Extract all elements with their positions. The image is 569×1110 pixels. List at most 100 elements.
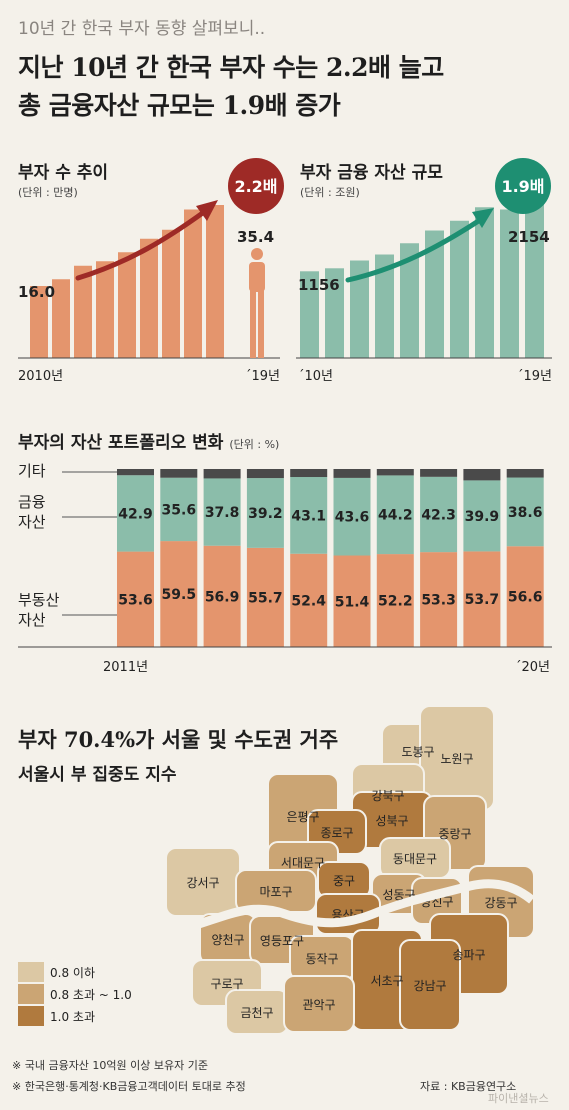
map-district-label: 성북구 <box>375 814 408 828</box>
map-district-label: 중구 <box>333 874 355 888</box>
chart3-bar-other <box>376 469 414 476</box>
chart3-bar-realestate <box>246 547 284 647</box>
watermark: 파이낸셜뉴스 <box>488 1092 549 1105</box>
chart3-bar-other <box>246 469 284 479</box>
chart1-end-value: 35.4 <box>237 228 274 246</box>
chart1-bar <box>52 279 70 358</box>
chart1-badge-text: 2.2배 <box>234 177 277 196</box>
map-district-label: 금천구 <box>240 1005 273 1020</box>
chart1-start-value: 16.0 <box>18 283 55 301</box>
chart1-title: 부자 수 추이 <box>18 163 109 183</box>
chart3-bar-financial <box>420 476 458 553</box>
person-icon <box>249 248 265 358</box>
chart3-label-realestate: 53.6 <box>118 592 153 608</box>
chart2-arrow-icon <box>345 217 483 283</box>
footnote-2: ※ 한국은행·통계청·KB금융고객데이터 토대로 추정 <box>12 1080 246 1093</box>
chart1-arrow-icon <box>75 209 207 281</box>
chart2-badge <box>495 158 551 214</box>
kicker: 10년 간 한국 부자 동향 살펴보니.. <box>18 19 266 39</box>
chart1-arrowhead-icon <box>196 200 218 221</box>
chart3-row-label: 기타 <box>18 462 46 480</box>
chart3-bar-realestate <box>117 551 154 647</box>
chart3-bar-financial <box>376 475 414 555</box>
map-district-label: 구로구 <box>210 977 243 991</box>
chart2-title: 부자 금융 자산 규모 <box>300 163 443 183</box>
chart3-bar-other <box>506 469 544 478</box>
chart2-start-value: 1156 <box>298 276 340 294</box>
chart2-bar <box>375 254 394 358</box>
chart2-x-start: ´10년 <box>298 369 333 384</box>
chart3-label-financial: 43.1 <box>291 508 326 524</box>
map-district-label: 강동구 <box>484 896 517 910</box>
chart3-title: 부자의 자산 포트폴리오 변화 (단위 : %) <box>18 428 279 453</box>
map-district-label: 양천구 <box>211 932 244 947</box>
chart1-bar <box>74 265 92 358</box>
chart3-bar-realestate <box>203 545 241 647</box>
chart3-row-label: 자산 <box>18 611 46 629</box>
chart3-label-realestate: 51.4 <box>335 594 370 610</box>
chart3-label-realestate: 52.4 <box>291 593 326 609</box>
chart3-bar-other <box>203 469 241 479</box>
chart3-bar-other <box>463 469 501 481</box>
chart3-bar-financial <box>333 477 371 556</box>
legend-label: 0.8 초과 ~ 1.0 <box>50 988 132 1002</box>
chart1-bar <box>30 286 48 358</box>
map-district-label: 강서구 <box>186 876 219 890</box>
map-district-label: 노원구 <box>440 752 473 766</box>
chart3-label-realestate: 56.6 <box>508 590 543 606</box>
map-district-label: 강남구 <box>413 979 446 993</box>
chart1-badge <box>228 158 284 214</box>
chart1-bar <box>96 261 114 358</box>
footnote-1: ※ 국내 금융자산 10억원 이상 보유자 기준 <box>12 1059 208 1072</box>
chart3-row-label: 금융 <box>18 493 46 511</box>
chart2-x-end: ´19년 <box>517 369 552 384</box>
map-district-label: 송파구 <box>452 948 485 962</box>
chart3-bar-financial <box>290 477 328 554</box>
map-district-label: 관악구 <box>302 998 335 1012</box>
chart3-label-financial: 42.3 <box>421 507 456 523</box>
chart3-bar-realestate <box>376 554 414 647</box>
map-subtitle: 서울시 부 집중도 지수 <box>18 765 177 785</box>
legend-label: 1.0 초과 <box>50 1010 95 1024</box>
chart1-x-start: 2010년 <box>18 369 63 384</box>
chart2-svg: 1.9배 1156 2154 ´10년 ´19년 <box>296 158 552 384</box>
map-district-label: 서대문구 <box>281 856 325 870</box>
chart1-bar <box>206 205 224 358</box>
chart3-label-financial: 35.6 <box>162 502 197 518</box>
map-district-label: 동작구 <box>305 952 338 966</box>
chart3-label-financial: 44.2 <box>378 508 413 524</box>
chart1-bar <box>140 238 158 358</box>
chart3-bar-other <box>117 469 154 476</box>
chart3-bar-realestate <box>420 552 458 647</box>
legend-label: 0.8 이하 <box>50 966 95 980</box>
source: 자료 : KB금융연구소 <box>420 1080 517 1093</box>
chart3-bar-financial <box>117 475 154 552</box>
chart2-bar <box>500 209 519 358</box>
chart1-svg: 2.2배 16.0 35.4 2010년 ´19년 <box>18 158 284 384</box>
chart2-end-value: 2154 <box>508 228 550 246</box>
chart2-bar <box>300 271 319 358</box>
chart3-bar-other <box>290 469 328 478</box>
chart3-label-realestate: 53.3 <box>421 593 456 609</box>
headline-line-2: 총 금융자산 규모는 1.9배 증가 <box>18 91 341 120</box>
map-district-label: 동대문구 <box>393 852 437 866</box>
chart3-bar-financial <box>506 477 544 547</box>
chart3-bar-other <box>420 469 458 477</box>
chart3-row-label: 자산 <box>18 513 46 531</box>
chart1-unit: (단위 : 만명) <box>18 186 78 199</box>
chart3-label-financial: 42.9 <box>118 506 153 522</box>
chart3-bar-realestate <box>333 555 371 647</box>
map-district-label: 강북구 <box>371 789 404 803</box>
chart2-bar <box>325 268 344 358</box>
map-district-label: 마포구 <box>259 885 292 899</box>
map-district-label: 중랑구 <box>438 827 471 841</box>
chart1-x-end: ´19년 <box>245 369 280 384</box>
chart3-bar-realestate <box>506 546 544 647</box>
chart3-label-financial: 39.2 <box>248 506 283 522</box>
chart2-unit: (단위 : 조원) <box>300 186 360 199</box>
chart3-bar-other <box>333 469 371 478</box>
chart2-bar <box>450 220 469 358</box>
